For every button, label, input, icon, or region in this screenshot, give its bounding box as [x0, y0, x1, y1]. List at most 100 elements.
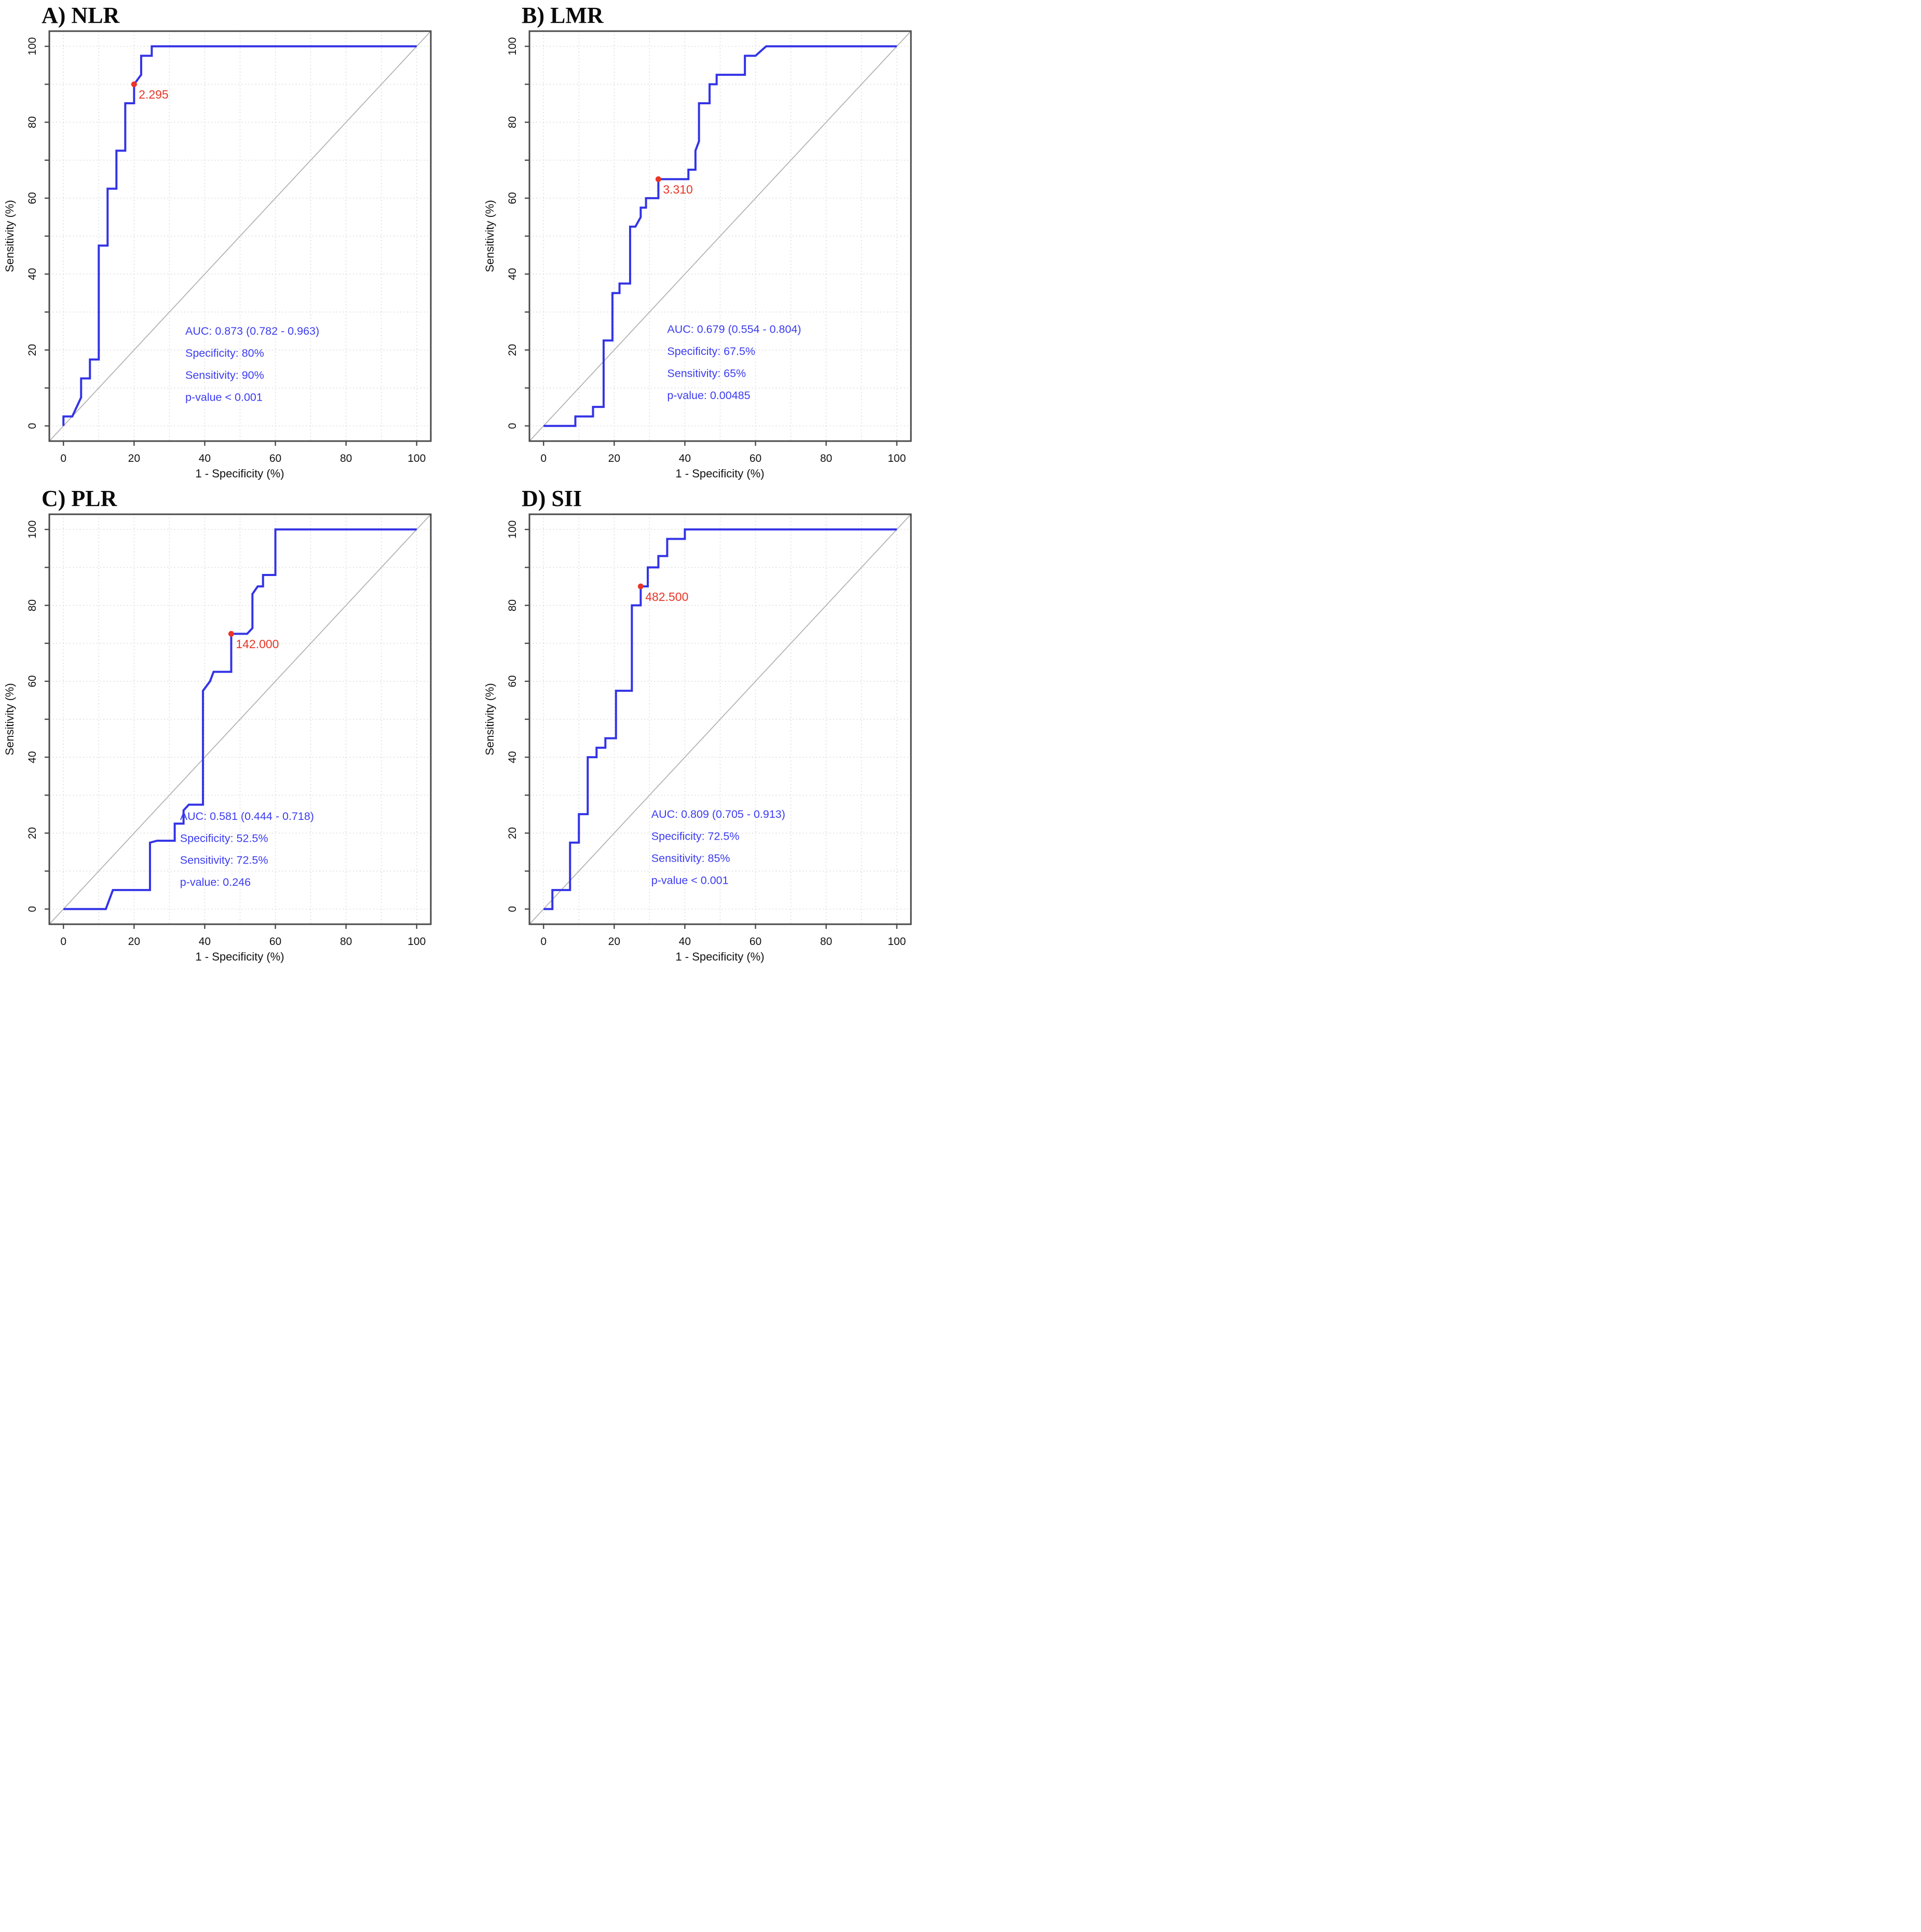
- roc-chart-plr: 0 20 40 60 80 100 0 20 40 60 80 100 142.000 AUC: 0.58…: [3, 513, 432, 963]
- roc-curve: [62, 45, 417, 426]
- y-axis-label: Sensitivity (%): [483, 200, 496, 272]
- cutoff-point: [637, 583, 644, 590]
- y-tick-label: 20: [26, 827, 38, 839]
- cutoff-point: [131, 81, 137, 87]
- y-tick-label: 80: [507, 599, 519, 611]
- x-tick-label: 40: [199, 453, 211, 464]
- x-tick-label: 60: [750, 936, 761, 948]
- cutoff-value-label: 142.000: [236, 637, 279, 651]
- panel-title: B) LMR: [522, 3, 604, 28]
- cutoff-value-label: 482.500: [645, 590, 688, 604]
- stat-annotation-line: Sensitivity: 90%: [185, 369, 264, 381]
- x-tick-label: 100: [407, 936, 426, 948]
- stat-annotation-line: p-value: 0.00485: [667, 389, 750, 402]
- x-tick-label: 20: [608, 453, 620, 464]
- stat-annotation-line: p-value: 0.246: [180, 876, 251, 888]
- y-tick-label: 60: [507, 192, 519, 204]
- y-axis-label: Sensitivity (%): [3, 683, 16, 755]
- cutoff-point: [655, 176, 661, 182]
- stat-annotation-line: AUC: 0.581 (0.444 - 0.718): [180, 810, 314, 823]
- y-tick-label: 80: [507, 116, 519, 128]
- y-tick-label: 20: [26, 344, 38, 356]
- x-tick-label: 0: [60, 453, 66, 464]
- y-tick-label: 40: [507, 751, 519, 763]
- x-tick-label: 60: [750, 453, 761, 464]
- panel-title: D) SII: [522, 486, 582, 511]
- x-tick-label: 20: [128, 453, 140, 464]
- figure-root: A) NLR 0 20 40 60 80 100 0 20 40 60 80 100 2.295 AUC:…: [0, 0, 960, 966]
- y-tick-label: 60: [26, 192, 38, 204]
- roc-chart-lmr: 0 20 40 60 80 100 0 20 40 60 80 100 3.310 AUC: 0.679 …: [483, 30, 912, 480]
- x-tick-label: 60: [269, 936, 281, 948]
- y-tick-label: 40: [507, 268, 519, 280]
- roc-panel-nlr: A) NLR 0 20 40 60 80 100 0 20 40 60 80 100 2.295 AUC:…: [0, 0, 480, 483]
- roc-curve: [63, 528, 417, 910]
- y-tick-label: 80: [26, 116, 38, 128]
- y-tick-label: 100: [507, 37, 519, 56]
- plot-generated: 0 20 40 60 80 100 0 20 40 60 80 100 2.295 AUC: 0.873 …: [26, 30, 432, 464]
- y-tick-label: 0: [507, 906, 519, 912]
- stat-annotation-line: Specificity: 80%: [185, 347, 264, 360]
- x-axis-label: 1 - Specificity (%): [195, 950, 284, 963]
- stat-annotation-line: Sensitivity: 85%: [651, 852, 730, 865]
- roc-chart-nlr: 0 20 40 60 80 100 0 20 40 60 80 100 2.295 AUC: 0.873 …: [3, 30, 432, 480]
- x-tick-label: 40: [199, 936, 211, 948]
- roc-panel-sii: D) SII 0 20 40 60 80 100 0 20 40 60 80 100 482.500 AU…: [480, 483, 960, 966]
- y-axis-label: Sensitivity (%): [483, 683, 496, 755]
- x-tick-label: 100: [407, 453, 426, 464]
- x-tick-label: 100: [888, 936, 906, 948]
- x-tick-label: 40: [679, 453, 691, 464]
- x-tick-label: 80: [820, 453, 832, 464]
- stat-annotation-line: Specificity: 52.5%: [180, 832, 268, 844]
- y-tick-label: 100: [507, 520, 519, 539]
- y-tick-label: 20: [507, 827, 519, 839]
- y-tick-label: 0: [26, 423, 38, 429]
- x-tick-label: 0: [540, 936, 547, 948]
- stat-annotation-line: AUC: 0.809 (0.705 - 0.913): [651, 808, 785, 820]
- stat-annotation-line: p-value < 0.001: [651, 874, 729, 886]
- roc-panel-lmr: B) LMR 0 20 40 60 80 100 0 20 40 60 80 100 3.310 AUC:…: [480, 0, 960, 483]
- stat-annotation-line: Specificity: 72.5%: [651, 830, 740, 843]
- roc-curve: [543, 528, 897, 910]
- plot-generated: 0 20 40 60 80 100 0 20 40 60 80 100 3.310 AUC: 0.679 …: [507, 30, 912, 464]
- roc-curve: [543, 45, 897, 427]
- cutoff-value-label: 2.295: [139, 88, 169, 101]
- y-tick-label: 40: [26, 751, 38, 763]
- diagonal-reference-line: [49, 31, 431, 442]
- cutoff-value-label: 3.310: [663, 183, 693, 196]
- plot-generated: 0 20 40 60 80 100 0 20 40 60 80 100 142.000 AUC: 0.58…: [26, 513, 432, 948]
- y-tick-label: 60: [26, 675, 38, 687]
- x-tick-label: 80: [340, 936, 352, 948]
- stat-annotation-line: AUC: 0.873 (0.782 - 0.963): [185, 325, 319, 337]
- stat-annotation-line: AUC: 0.679 (0.554 - 0.804): [667, 323, 801, 336]
- y-axis-label: Sensitivity (%): [3, 200, 16, 272]
- y-tick-label: 100: [26, 520, 38, 539]
- x-tick-label: 80: [340, 453, 352, 464]
- y-tick-label: 100: [26, 37, 38, 56]
- x-tick-label: 100: [888, 453, 906, 464]
- y-tick-label: 0: [26, 906, 38, 912]
- x-axis-label: 1 - Specificity (%): [675, 950, 764, 963]
- panel-title: A) NLR: [42, 3, 120, 28]
- y-tick-label: 80: [26, 599, 38, 611]
- y-tick-label: 60: [507, 675, 519, 687]
- x-tick-label: 80: [820, 936, 832, 948]
- x-tick-label: 40: [679, 936, 691, 948]
- y-tick-label: 20: [507, 344, 519, 356]
- stat-annotation-line: Sensitivity: 72.5%: [180, 854, 268, 867]
- x-tick-label: 0: [540, 453, 547, 464]
- cutoff-point: [228, 631, 234, 637]
- panel-title: C) PLR: [42, 486, 117, 511]
- x-tick-label: 20: [608, 936, 620, 948]
- roc-panel-plr: C) PLR 0 20 40 60 80 100 0 20 40 60 80 100 142.000 AU…: [0, 483, 480, 966]
- y-tick-label: 40: [26, 268, 38, 280]
- stat-annotation-line: Sensitivity: 65%: [667, 367, 746, 379]
- stat-annotation-line: Specificity: 67.5%: [667, 345, 755, 358]
- y-tick-label: 0: [507, 423, 519, 429]
- diagonal-reference-line: [49, 514, 431, 925]
- stat-annotation-line: p-value < 0.001: [185, 391, 263, 403]
- plot-generated: 0 20 40 60 80 100 0 20 40 60 80 100 482.500 AUC: 0.80…: [507, 513, 912, 948]
- x-axis-label: 1 - Specificity (%): [195, 467, 284, 480]
- x-axis-label: 1 - Specificity (%): [675, 467, 764, 480]
- x-tick-label: 0: [60, 936, 66, 948]
